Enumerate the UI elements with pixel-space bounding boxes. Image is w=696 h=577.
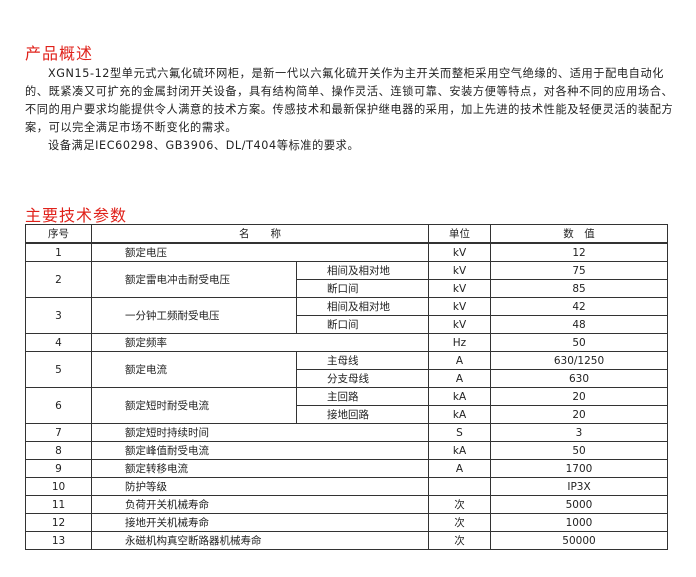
table-row: 13 永磁机构真空断路器机械寿命次 50000	[25, 531, 668, 550]
cell-subname: 相间及相对地	[296, 297, 429, 316]
cell-no: 6	[25, 387, 92, 424]
table-row: 12 接地开关机械寿命次 1000	[25, 513, 668, 532]
cell-subname: 相间及相对地	[296, 261, 429, 280]
header-unit: 单位	[428, 224, 491, 244]
table-row: 2 额定雷电冲击耐受电压 相间及相对地 kV 75	[25, 261, 668, 298]
cell-value: 1000	[490, 513, 668, 532]
cell-value: 50	[490, 441, 668, 460]
cell-no: 8	[25, 441, 92, 460]
cell-no: 3	[25, 297, 92, 334]
cell-unit: 次	[428, 513, 491, 532]
params-title: 主要技术参数	[25, 206, 128, 225]
cell-no: 5	[25, 351, 92, 388]
cell-no: 7	[25, 423, 92, 442]
table-header: 序号 名 称 单位 数 值	[25, 224, 668, 244]
table-row: 6 额定短时耐受电流 主回路 kA 20	[25, 387, 668, 424]
cell-subname: 断口间	[296, 315, 429, 334]
params-table: 序号 名 称 单位 数 值 1 额定电压 kV 12 2 额定雷电冲击耐受电压 相间及相对地…	[25, 224, 668, 550]
cell-name: 额定短时持续时间	[91, 423, 429, 442]
overview-title: 产品概述	[25, 44, 94, 63]
cell-value: IP3X	[490, 477, 668, 496]
cell-subname: 断口间	[296, 279, 429, 298]
cell-no: 13	[25, 531, 92, 550]
cell-value: 5000	[490, 495, 668, 514]
standards-paragraph: 设备满足IEC60298、GB3906、DL/T404等标准的要求。	[48, 139, 360, 152]
header-no: 序号	[25, 224, 92, 244]
cell-no: 1	[25, 242, 92, 262]
cell-name: 额定电压	[91, 242, 429, 262]
cell-name: 额定短时耐受电流	[91, 387, 297, 424]
table-row: 10 防护等级 IP3X	[25, 477, 668, 496]
cell-value: 20	[490, 405, 668, 424]
table-row: 9 额定转移电流 A 1700	[25, 459, 668, 478]
cell-name: 永磁机构真空断路器机械寿命	[91, 531, 429, 550]
cell-value: 630/1250	[490, 351, 668, 370]
cell-subname: 主母线	[296, 351, 429, 370]
overview-text: XGN15-12型单元式六氟化硫环网柜，是新一代以六氟化硫开关作为主开关而整柜采…	[25, 65, 675, 155]
cell-name: 额定峰值耐受电流	[91, 441, 429, 460]
cell-unit: kV	[428, 261, 491, 280]
cell-value: 75	[490, 261, 668, 280]
cell-value: 3	[490, 423, 668, 442]
cell-name: 额定转移电流	[91, 459, 429, 478]
cell-name: 接地开关机械寿命	[91, 513, 429, 532]
table-row: 接地回路 kA 20	[26, 405, 668, 424]
table-row: 3 一分钟工频耐受电压 相间及相对地 kV 42	[25, 297, 668, 334]
cell-subname: 接地回路	[296, 405, 429, 424]
header-value: 数 值	[490, 224, 668, 244]
cell-unit: A	[428, 369, 491, 388]
table-row: 断口间 kV 48	[26, 315, 668, 334]
cell-value: 48	[490, 315, 668, 334]
cell-name: 额定雷电冲击耐受电压	[91, 261, 297, 298]
table-row: 8 额定峰值耐受电流 kA 50	[25, 441, 668, 460]
table-row: 7 额定短时持续时间 S 3	[25, 423, 668, 442]
table-row: 11 负荷开关机械寿命次 5000	[25, 495, 668, 514]
cell-unit: S	[428, 423, 491, 442]
cell-value: 50	[490, 333, 668, 352]
cell-value: 20	[490, 387, 668, 406]
cell-no: 11	[25, 495, 92, 514]
cell-value: 50000	[490, 531, 668, 550]
cell-subname: 分支母线	[296, 369, 429, 388]
cell-unit	[428, 477, 491, 496]
cell-unit: kV	[428, 315, 491, 334]
cell-value: 12	[490, 242, 668, 262]
cell-unit: kA	[428, 441, 491, 460]
cell-no: 2	[25, 261, 92, 298]
table-row: 5 额定电流 主母线 A 630/1250	[25, 351, 668, 388]
cell-unit: kV	[428, 279, 491, 298]
header-name: 名 称	[91, 224, 429, 244]
cell-no: 10	[25, 477, 92, 496]
cell-no: 4	[25, 333, 92, 352]
cell-value: 85	[490, 279, 668, 298]
table-row: 1 额定电压 kV 12	[25, 242, 668, 262]
cell-name: 一分钟工频耐受电压	[91, 297, 297, 334]
cell-name: 额定频率	[91, 333, 429, 352]
table-row: 4 额定频率 Hz 50	[25, 333, 668, 352]
cell-subname: 主回路	[296, 387, 429, 406]
cell-name: 额定电流	[91, 351, 297, 388]
cell-unit: Hz	[428, 333, 491, 352]
cell-unit: kA	[428, 405, 491, 424]
cell-name: 防护等级	[91, 477, 429, 496]
overview-paragraph: XGN15-12型单元式六氟化硫环网柜，是新一代以六氟化硫开关作为主开关而整柜采…	[25, 67, 674, 134]
cell-unit: kA	[428, 387, 491, 406]
cell-value: 42	[490, 297, 668, 316]
cell-unit: kV	[428, 297, 491, 316]
cell-value: 1700	[490, 459, 668, 478]
cell-name: 负荷开关机械寿命	[91, 495, 429, 514]
cell-unit: 次	[428, 531, 491, 550]
cell-unit: kV	[428, 242, 491, 262]
cell-unit: A	[428, 351, 491, 370]
cell-no: 9	[25, 459, 92, 478]
cell-no: 12	[25, 513, 92, 532]
cell-unit: 次	[428, 495, 491, 514]
cell-unit: A	[428, 459, 491, 478]
cell-value: 630	[490, 369, 668, 388]
